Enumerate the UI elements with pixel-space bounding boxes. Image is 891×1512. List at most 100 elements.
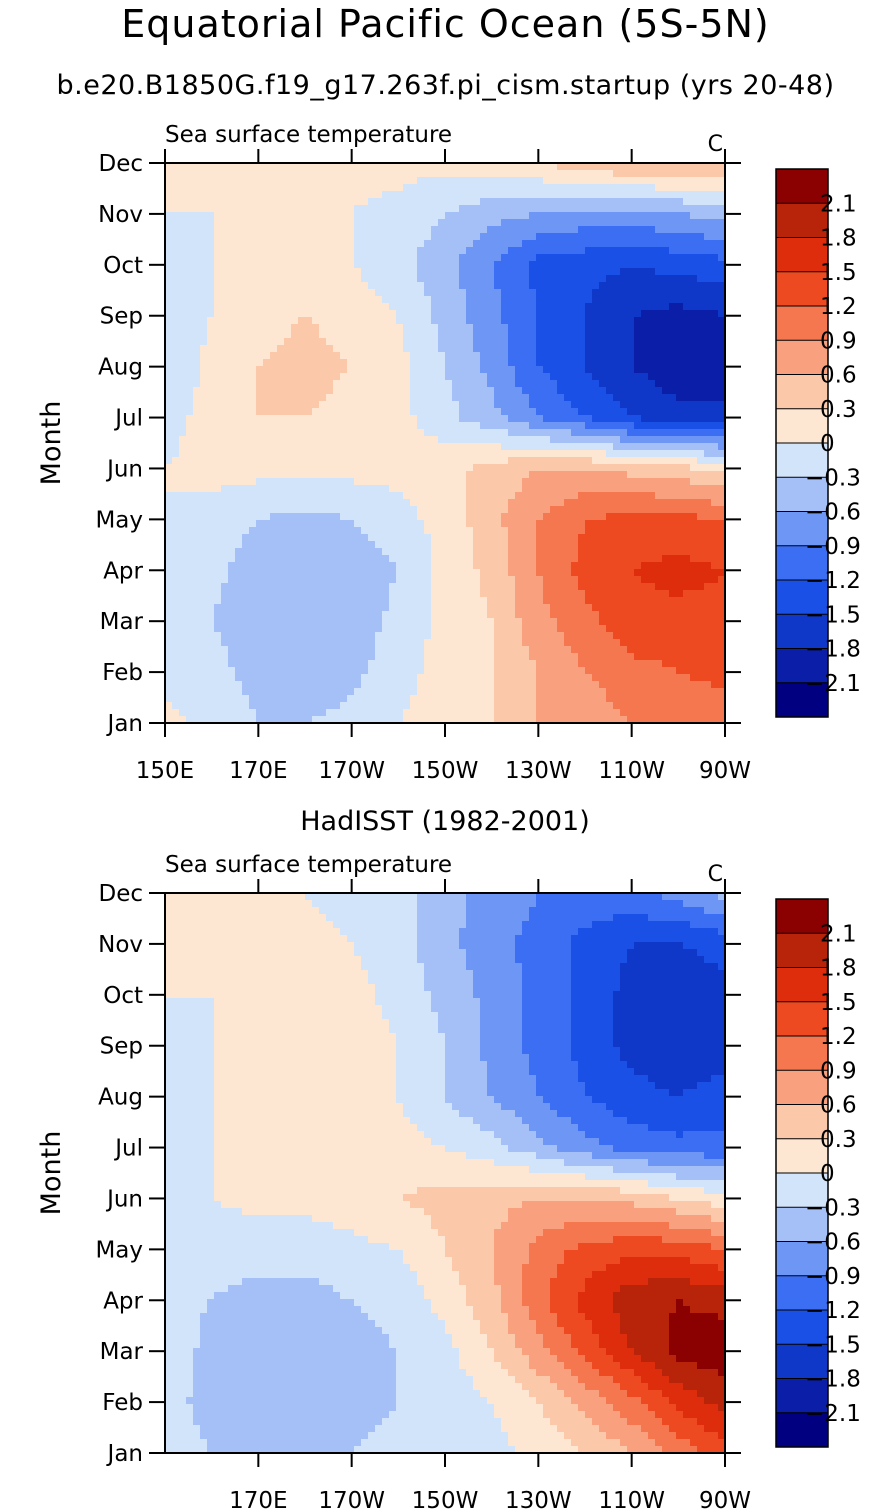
sst-cell	[410, 576, 418, 584]
sst-cell	[263, 506, 271, 514]
sst-cell	[501, 576, 509, 584]
sst-cell	[445, 548, 453, 556]
sst-cell	[361, 310, 369, 318]
sst-cell	[228, 268, 236, 276]
sst-cell	[564, 352, 572, 360]
sst-cell	[354, 548, 362, 556]
sst-cell	[193, 240, 201, 248]
sst-cell	[592, 520, 600, 528]
sst-cell	[585, 331, 593, 339]
sst-cell	[473, 436, 481, 444]
sst-cell	[529, 219, 537, 227]
sst-cell	[543, 184, 551, 192]
sst-cell	[207, 534, 215, 542]
sst-cell	[431, 324, 439, 332]
sst-cell	[277, 478, 285, 486]
sst-cell	[277, 408, 285, 416]
sst-cell	[277, 555, 285, 563]
sst-cell	[417, 240, 425, 248]
sst-cell	[585, 429, 593, 437]
sst-cell	[697, 520, 705, 528]
sst-cell	[291, 247, 299, 255]
sst-cell	[683, 485, 691, 493]
sst-cell	[431, 177, 439, 185]
sst-cell	[298, 555, 306, 563]
sst-cell	[347, 366, 355, 374]
sst-cell	[375, 303, 383, 311]
sst-cell	[690, 373, 698, 381]
sst-cell	[445, 205, 453, 213]
sst-cell	[396, 282, 404, 290]
sst-cell	[291, 436, 299, 444]
sst-cell	[284, 548, 292, 556]
sst-cell	[466, 170, 474, 178]
sst-cell	[305, 331, 313, 339]
sst-cell	[326, 261, 334, 269]
sst-cell	[375, 569, 383, 577]
sst-cell	[389, 597, 397, 605]
sst-cell	[235, 443, 243, 451]
sst-cell	[445, 457, 453, 465]
sst-cell	[312, 471, 320, 479]
sst-cell	[606, 443, 614, 451]
sst-cell	[186, 170, 194, 178]
sst-cell	[235, 226, 243, 234]
sst-cell	[564, 170, 572, 178]
sst-cell	[228, 576, 236, 584]
sst-cell	[452, 317, 460, 325]
sst-cell	[312, 352, 320, 360]
sst-cell	[375, 198, 383, 206]
sst-cell	[242, 233, 250, 241]
sst-cell	[592, 310, 600, 318]
sst-cell	[200, 310, 208, 318]
sst-cell	[270, 366, 278, 374]
sst-cell	[487, 464, 495, 472]
sst-cell	[172, 485, 180, 493]
sst-cell	[480, 268, 488, 276]
sst-cell	[403, 576, 411, 584]
sst-cell	[557, 499, 565, 507]
sst-cell	[529, 226, 537, 234]
sst-cell	[249, 520, 257, 528]
sst-cell	[515, 485, 523, 493]
sst-cell	[200, 583, 208, 591]
sst-cell	[529, 170, 537, 178]
sst-cell	[599, 219, 607, 227]
sst-cell	[473, 520, 481, 528]
sst-cell	[522, 457, 530, 465]
sst-cell	[620, 268, 628, 276]
sst-cell	[228, 205, 236, 213]
sst-cell	[438, 191, 446, 199]
sst-cell	[494, 415, 502, 423]
sst-cell	[221, 170, 229, 178]
sst-cell	[354, 331, 362, 339]
sst-cell	[312, 401, 320, 409]
sst-cell	[340, 261, 348, 269]
sst-cell	[494, 499, 502, 507]
sst-cell	[620, 576, 628, 584]
sst-cell	[424, 443, 432, 451]
sst-cell	[515, 387, 523, 395]
sst-cell	[298, 401, 306, 409]
sst-cell	[424, 205, 432, 213]
sst-cell	[263, 310, 271, 318]
sst-cell	[396, 289, 404, 297]
sst-cell	[592, 289, 600, 297]
sst-cell	[221, 436, 229, 444]
sst-cell	[508, 261, 516, 269]
sst-cell	[424, 310, 432, 318]
sst-cell	[263, 562, 271, 570]
sst-cell	[676, 324, 684, 332]
sst-cell	[347, 506, 355, 514]
sst-cell	[515, 317, 523, 325]
sst-cell	[389, 555, 397, 563]
sst-cell	[452, 331, 460, 339]
sst-cell	[529, 345, 537, 353]
sst-cell	[186, 240, 194, 248]
sst-cell	[550, 268, 558, 276]
sst-cell	[473, 443, 481, 451]
sst-cell	[585, 282, 593, 290]
sst-cell	[571, 492, 579, 500]
sst-cell	[557, 261, 565, 269]
sst-cell	[585, 296, 593, 304]
